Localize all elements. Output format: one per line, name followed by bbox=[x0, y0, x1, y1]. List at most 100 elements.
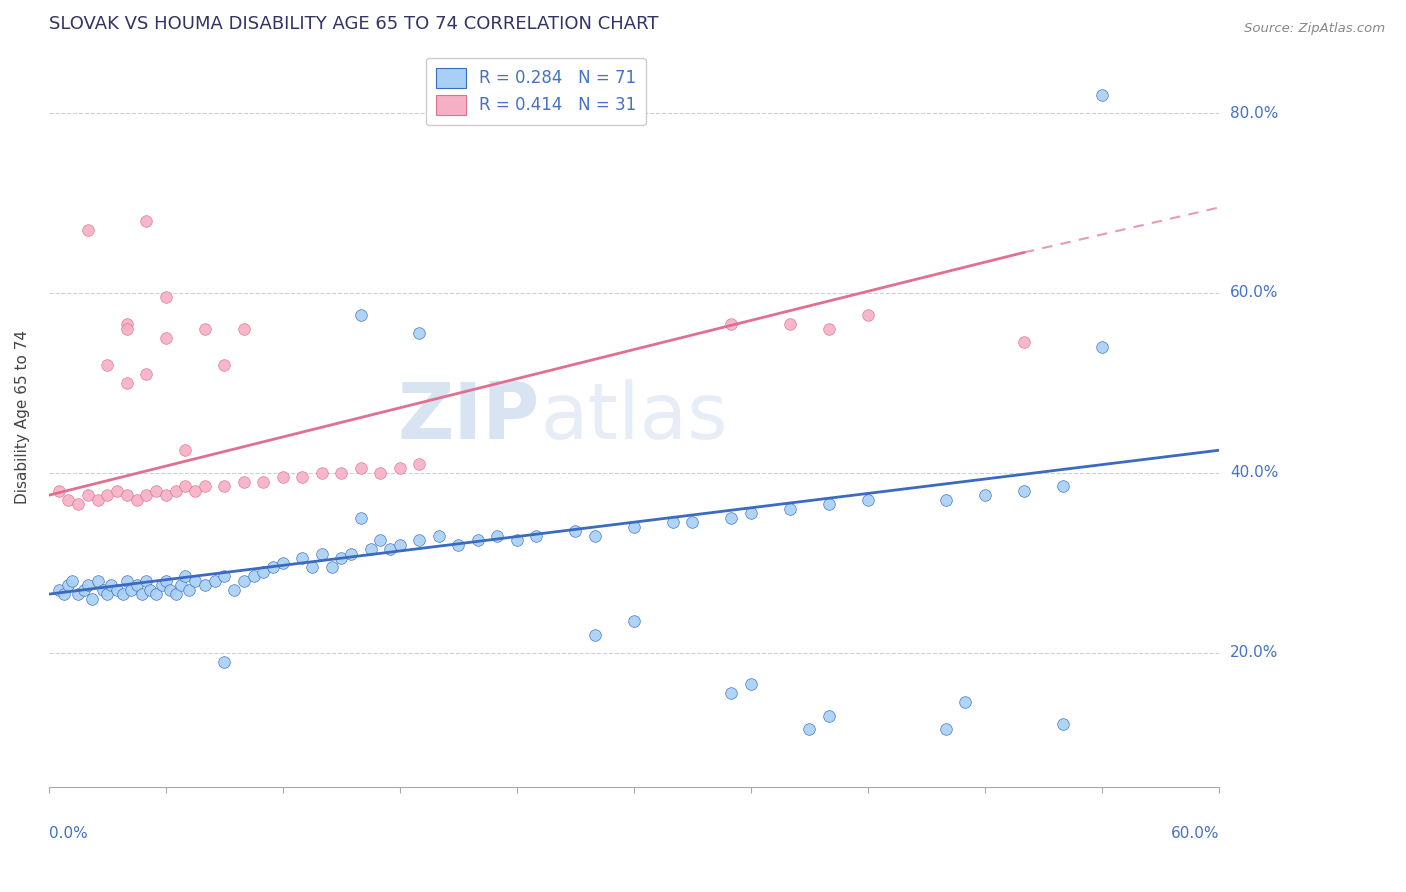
Point bbox=[145, 587, 167, 601]
Point bbox=[662, 515, 685, 529]
Point bbox=[155, 488, 177, 502]
Point bbox=[222, 582, 245, 597]
Point bbox=[86, 492, 108, 507]
Point bbox=[388, 538, 411, 552]
Text: 60.0%: 60.0% bbox=[1230, 285, 1278, 301]
Point bbox=[799, 722, 821, 736]
Point bbox=[155, 331, 177, 345]
Point bbox=[115, 488, 138, 502]
Point bbox=[350, 309, 373, 323]
Point bbox=[262, 560, 284, 574]
Point bbox=[1091, 88, 1114, 103]
Point bbox=[973, 488, 995, 502]
Point bbox=[53, 587, 76, 601]
Point bbox=[115, 318, 138, 332]
Point bbox=[360, 542, 382, 557]
Point bbox=[506, 533, 529, 548]
Point bbox=[486, 529, 509, 543]
Point bbox=[368, 533, 391, 548]
Point bbox=[100, 578, 122, 592]
Point bbox=[165, 483, 187, 498]
Point bbox=[105, 582, 128, 597]
Point bbox=[115, 322, 138, 336]
Point bbox=[955, 695, 977, 709]
Point bbox=[427, 529, 450, 543]
Point bbox=[330, 466, 353, 480]
Point bbox=[524, 529, 547, 543]
Point bbox=[214, 569, 236, 583]
Text: atlas: atlas bbox=[540, 378, 728, 455]
Point bbox=[232, 322, 254, 336]
Point bbox=[155, 574, 177, 588]
Point bbox=[252, 565, 274, 579]
Point bbox=[1052, 717, 1074, 731]
Text: 80.0%: 80.0% bbox=[1230, 105, 1278, 120]
Point bbox=[204, 574, 226, 588]
Point bbox=[291, 470, 314, 484]
Text: 60.0%: 60.0% bbox=[1170, 826, 1219, 841]
Point bbox=[115, 574, 138, 588]
Point bbox=[184, 574, 207, 588]
Point bbox=[125, 492, 148, 507]
Point bbox=[115, 376, 138, 390]
Point bbox=[818, 708, 841, 723]
Point bbox=[58, 492, 80, 507]
Point bbox=[214, 479, 236, 493]
Point bbox=[73, 582, 96, 597]
Point bbox=[139, 582, 162, 597]
Point bbox=[321, 560, 343, 574]
Point bbox=[779, 318, 801, 332]
Point bbox=[564, 524, 586, 538]
Point bbox=[301, 560, 323, 574]
Point bbox=[150, 578, 173, 592]
Point bbox=[174, 443, 197, 458]
Text: 40.0%: 40.0% bbox=[1230, 466, 1278, 480]
Point bbox=[96, 488, 118, 502]
Point bbox=[80, 591, 103, 606]
Point bbox=[935, 492, 957, 507]
Point bbox=[93, 582, 115, 597]
Point bbox=[720, 510, 742, 524]
Point bbox=[179, 582, 201, 597]
Point bbox=[1091, 340, 1114, 354]
Point bbox=[76, 488, 98, 502]
Point bbox=[194, 578, 217, 592]
Y-axis label: Disability Age 65 to 74: Disability Age 65 to 74 bbox=[15, 329, 30, 504]
Point bbox=[467, 533, 489, 548]
Point bbox=[155, 290, 177, 304]
Point bbox=[935, 722, 957, 736]
Point bbox=[271, 470, 294, 484]
Point bbox=[48, 582, 70, 597]
Point bbox=[66, 497, 89, 511]
Point bbox=[131, 587, 153, 601]
Point bbox=[818, 322, 841, 336]
Point bbox=[111, 587, 134, 601]
Point bbox=[96, 587, 118, 601]
Point bbox=[340, 547, 363, 561]
Point bbox=[311, 466, 333, 480]
Point bbox=[1012, 335, 1035, 350]
Point bbox=[145, 483, 167, 498]
Text: Source: ZipAtlas.com: Source: ZipAtlas.com bbox=[1244, 22, 1385, 36]
Point bbox=[388, 461, 411, 475]
Point bbox=[184, 483, 207, 498]
Point bbox=[135, 214, 157, 228]
Point bbox=[66, 587, 89, 601]
Point bbox=[720, 318, 742, 332]
Point bbox=[214, 655, 236, 669]
Point bbox=[242, 569, 264, 583]
Point bbox=[232, 574, 254, 588]
Point bbox=[76, 578, 98, 592]
Point bbox=[194, 479, 217, 493]
Point bbox=[623, 519, 645, 533]
Point bbox=[252, 475, 274, 489]
Point bbox=[818, 497, 841, 511]
Point bbox=[681, 515, 703, 529]
Text: SLOVAK VS HOUMA DISABILITY AGE 65 TO 74 CORRELATION CHART: SLOVAK VS HOUMA DISABILITY AGE 65 TO 74 … bbox=[49, 15, 658, 33]
Point bbox=[135, 488, 157, 502]
Point bbox=[271, 556, 294, 570]
Point bbox=[330, 551, 353, 566]
Point bbox=[378, 542, 401, 557]
Point bbox=[350, 510, 373, 524]
Point bbox=[135, 574, 157, 588]
